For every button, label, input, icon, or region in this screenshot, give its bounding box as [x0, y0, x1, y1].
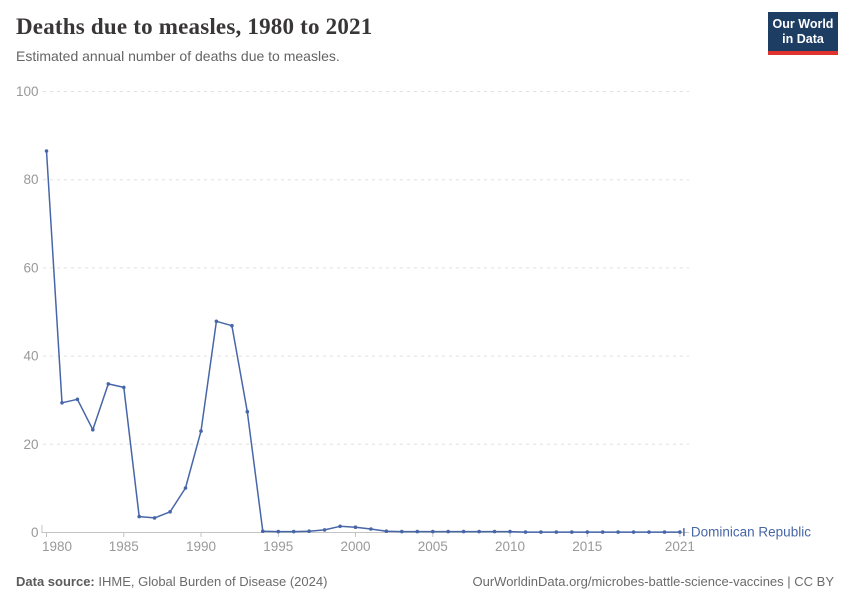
data-point[interactable] — [122, 385, 126, 390]
data-point[interactable] — [523, 530, 528, 534]
data-point[interactable] — [353, 525, 358, 529]
data-point[interactable] — [570, 530, 574, 534]
axis-line — [41, 525, 689, 533]
page-title: Deaths due to measles, 1980 to 2021 — [16, 14, 373, 39]
data-point[interactable] — [75, 397, 80, 402]
data-point[interactable] — [276, 529, 281, 534]
data-point[interactable] — [168, 510, 172, 514]
x-tick-label: 2021 — [665, 539, 695, 554]
data-point[interactable] — [477, 529, 481, 534]
y-tick-label: 20 — [23, 437, 38, 452]
data-point[interactable] — [585, 530, 590, 534]
data-point[interactable] — [261, 529, 265, 533]
owid-logo-line2: in Data — [782, 32, 824, 46]
data-source-label: Data source: — [16, 574, 95, 589]
data-point[interactable] — [137, 514, 141, 519]
data-point[interactable] — [369, 527, 373, 531]
data-point[interactable] — [44, 149, 49, 153]
x-tick-label: 2010 — [495, 539, 525, 554]
data-point[interactable] — [291, 529, 296, 534]
data-point[interactable] — [400, 529, 404, 534]
data-point[interactable] — [678, 530, 682, 534]
credit-link[interactable]: OurWorldinData.org/microbes-battle-scien… — [472, 574, 835, 589]
owid-logo-line1: Our World — [772, 17, 834, 31]
y-tick-label: 0 — [31, 525, 39, 540]
data-point[interactable] — [230, 323, 234, 328]
owid-logo[interactable]: Our World in Data — [768, 12, 838, 55]
y-tick-label: 80 — [23, 172, 38, 187]
data-point[interactable] — [384, 529, 389, 533]
data-point[interactable] — [91, 427, 95, 432]
data-point[interactable] — [492, 529, 497, 534]
data-point[interactable] — [338, 524, 342, 529]
x-tick-label: 1995 — [263, 539, 293, 554]
x-tick-label: 2015 — [572, 539, 602, 554]
data-point[interactable] — [616, 530, 620, 534]
y-tick-label: 100 — [16, 84, 39, 99]
data-point[interactable] — [662, 530, 667, 534]
data-point[interactable] — [631, 530, 636, 534]
data-point[interactable] — [446, 529, 451, 534]
data-line — [45, 150, 681, 533]
data-point[interactable] — [415, 529, 420, 534]
data-point[interactable] — [600, 530, 605, 534]
y-tick-label: 40 — [23, 349, 38, 364]
x-tick-label: 1985 — [109, 539, 139, 554]
data-point[interactable] — [199, 429, 203, 433]
data-point[interactable] — [152, 516, 157, 520]
y-tick-label: 60 — [23, 260, 38, 275]
data-point[interactable] — [539, 530, 543, 534]
data-point[interactable] — [183, 486, 188, 490]
data-point[interactable] — [647, 530, 651, 534]
x-tick-label: 1990 — [186, 539, 216, 554]
data-point[interactable] — [322, 528, 327, 532]
data-point[interactable] — [307, 529, 311, 533]
chart-footer: Data source: IHME, Global Burden of Dise… — [16, 574, 834, 589]
x-tick-label: 2000 — [340, 539, 370, 554]
data-source: Data source: IHME, Global Burden of Dise… — [16, 574, 327, 589]
data-source-text: IHME, Global Burden of Disease (2024) — [94, 574, 328, 589]
x-tick-label: 1980 — [42, 539, 72, 554]
data-point[interactable] — [508, 529, 512, 534]
data-point[interactable] — [554, 530, 559, 534]
data-point[interactable] — [214, 319, 219, 324]
data-point[interactable] — [461, 529, 466, 534]
x-tick-label: 2005 — [418, 539, 448, 554]
data-point[interactable] — [431, 529, 435, 534]
data-point[interactable] — [106, 382, 111, 386]
chart-subtitle: Estimated annual number of deaths due to… — [16, 48, 340, 64]
data-point[interactable] — [60, 401, 64, 405]
series-label[interactable]: Dominican Republic — [691, 525, 811, 540]
data-point[interactable] — [245, 409, 250, 414]
